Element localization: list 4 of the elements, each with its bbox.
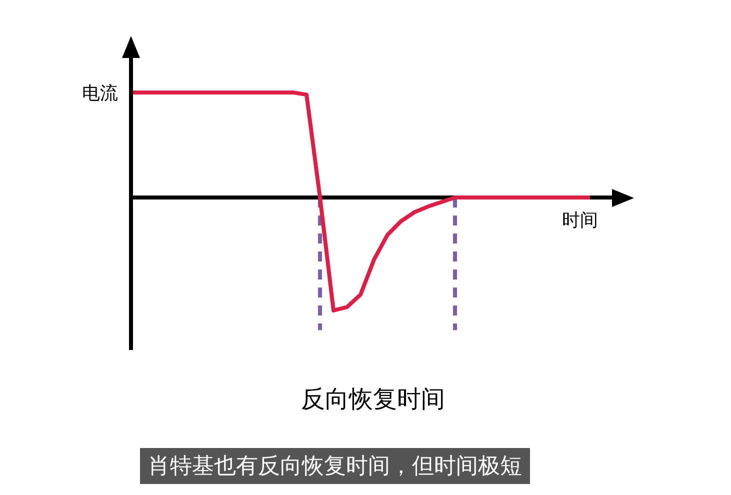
text: 反向恢复时间: [300, 384, 446, 415]
y-axis-title: 电流: [82, 82, 118, 105]
x-axis-title: 时间: [562, 209, 598, 232]
text: 肖特基也有反向恢复时间，但时间极短: [140, 448, 530, 484]
